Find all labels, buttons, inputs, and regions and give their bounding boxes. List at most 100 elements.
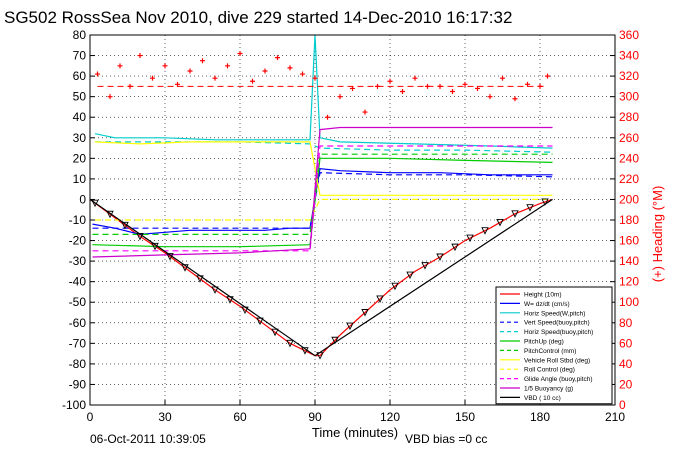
y-right-tick-label: 320 xyxy=(619,69,639,83)
series-line xyxy=(92,153,553,235)
heading-point xyxy=(537,83,543,89)
legend-entry: Horiz Speed(buoy,pitch) xyxy=(524,329,593,336)
vbd-marker xyxy=(286,339,294,348)
heading-point xyxy=(225,63,230,69)
heading-point xyxy=(487,94,493,100)
heading-point xyxy=(287,65,293,71)
heading-point xyxy=(475,85,480,91)
vbd-marker xyxy=(106,210,114,219)
y-tick-label: -90 xyxy=(69,377,87,391)
x-tick-label: 30 xyxy=(158,410,172,424)
heading-point xyxy=(250,78,255,84)
y-right-tick-label: 40 xyxy=(619,357,633,371)
heading-point xyxy=(437,83,443,89)
y-right-tick-label: 0 xyxy=(619,398,626,412)
heading-point xyxy=(525,81,530,87)
y-right-tick-label: 100 xyxy=(619,295,639,309)
x-tick-label: 60 xyxy=(233,410,247,424)
legend-entry: VBD ( 10 cc) xyxy=(524,395,561,402)
y-right-tick-label: 260 xyxy=(619,131,639,145)
y-right-tick-label: 60 xyxy=(619,336,633,350)
vbd-marker xyxy=(271,328,279,337)
legend-entry: Vehicle Roll Stbd (deg) xyxy=(524,357,590,364)
heading-point xyxy=(412,75,418,81)
y-right-tick-label: 300 xyxy=(619,90,639,104)
heading-point xyxy=(275,55,280,61)
y-tick-label: -20 xyxy=(69,234,87,248)
legend-entry: Vert Speed(buoy,pitch) xyxy=(524,320,590,327)
vbd-marker xyxy=(391,282,399,291)
legend-entry: PitchControl (mm) xyxy=(524,348,576,355)
y-tick-label: 30 xyxy=(73,131,87,145)
y-right-tick-label: 80 xyxy=(619,316,633,330)
y-right-tick-label: 140 xyxy=(619,254,639,268)
vbd-marker xyxy=(151,242,159,251)
vbd-marker xyxy=(526,204,534,212)
vbd-bias-footer: VBD bias =0 cc xyxy=(405,432,487,446)
legend-entry: W= dz/dt (cm/s) xyxy=(524,301,570,308)
heading-point xyxy=(300,71,305,77)
y-tick-label: 70 xyxy=(73,49,87,63)
x-tick-label: 210 xyxy=(605,410,625,424)
series-line xyxy=(94,34,553,149)
vbd-marker xyxy=(241,306,249,315)
timestamp-footer: 06-Oct-2011 10:39:05 xyxy=(90,432,206,446)
heading-point xyxy=(107,94,113,100)
plot-area: -100-90-80-70-60-50-40-30-20-10010203040… xyxy=(62,28,639,424)
y-tick-label: -10 xyxy=(69,213,87,227)
y-tick-label: -100 xyxy=(62,398,86,412)
vbd-marker xyxy=(136,232,144,241)
heading-point xyxy=(312,75,318,81)
series-line xyxy=(95,198,553,221)
heading-point xyxy=(425,83,430,89)
heading-point xyxy=(127,83,133,89)
heading-point xyxy=(450,89,455,95)
vbd-marker xyxy=(481,227,489,235)
y-right-tick-label: 360 xyxy=(619,28,639,42)
chart-title: SG502 RossSea Nov 2010, dive 229 started… xyxy=(4,8,512,27)
y-tick-label: 0 xyxy=(79,192,86,206)
heading-point xyxy=(462,81,468,87)
legend-entry: PitchUp (deg) xyxy=(524,339,564,346)
vbd-marker xyxy=(301,347,309,355)
legend: Height (10m) W= dz/dt (cm/s) Horiz Speed(W… xyxy=(495,286,613,405)
x-tick-label: 0 xyxy=(87,410,94,424)
y-tick-label: -60 xyxy=(69,316,87,330)
y-tick-label: 40 xyxy=(73,110,87,124)
vbd-marker xyxy=(196,275,204,283)
vbd-marker xyxy=(331,336,339,345)
heading-point xyxy=(400,89,405,95)
y-tick-label: 10 xyxy=(73,172,87,186)
vbd-marker xyxy=(181,264,189,272)
heading-point xyxy=(162,63,168,69)
vbd-marker xyxy=(466,234,474,243)
series-line xyxy=(89,198,553,357)
vbd-marker xyxy=(256,317,264,326)
vbd-marker xyxy=(316,352,324,360)
legend-entry: 1/5 Buoyancy (g) xyxy=(524,386,573,393)
y-right-tick-label: 20 xyxy=(619,377,633,391)
legend-entry: Glide Angle (buoy,pitch) xyxy=(524,376,593,383)
heading-point xyxy=(350,85,355,91)
series-line xyxy=(92,145,553,252)
series-line xyxy=(92,167,553,236)
x-tick-label: 180 xyxy=(530,410,550,424)
y-right-tick-label: 280 xyxy=(619,110,639,124)
heading-point xyxy=(325,114,330,120)
vbd-marker xyxy=(376,295,384,303)
heading-point xyxy=(337,94,343,100)
x-tick-label: 120 xyxy=(380,410,400,424)
x-tick-label: 150 xyxy=(455,410,475,424)
vbd-marker xyxy=(421,262,429,270)
legend-entry: Height (10m) xyxy=(524,292,562,299)
vbd-marker xyxy=(451,243,459,252)
heading-point xyxy=(545,73,550,79)
heading-point xyxy=(137,53,143,59)
x-axis-label: Time (minutes) xyxy=(312,425,398,440)
y-right-tick-label: 340 xyxy=(619,49,639,63)
heading-point xyxy=(200,58,205,64)
y-tick-label: 20 xyxy=(73,151,87,165)
vbd-marker xyxy=(346,322,354,331)
series-line xyxy=(94,141,553,196)
